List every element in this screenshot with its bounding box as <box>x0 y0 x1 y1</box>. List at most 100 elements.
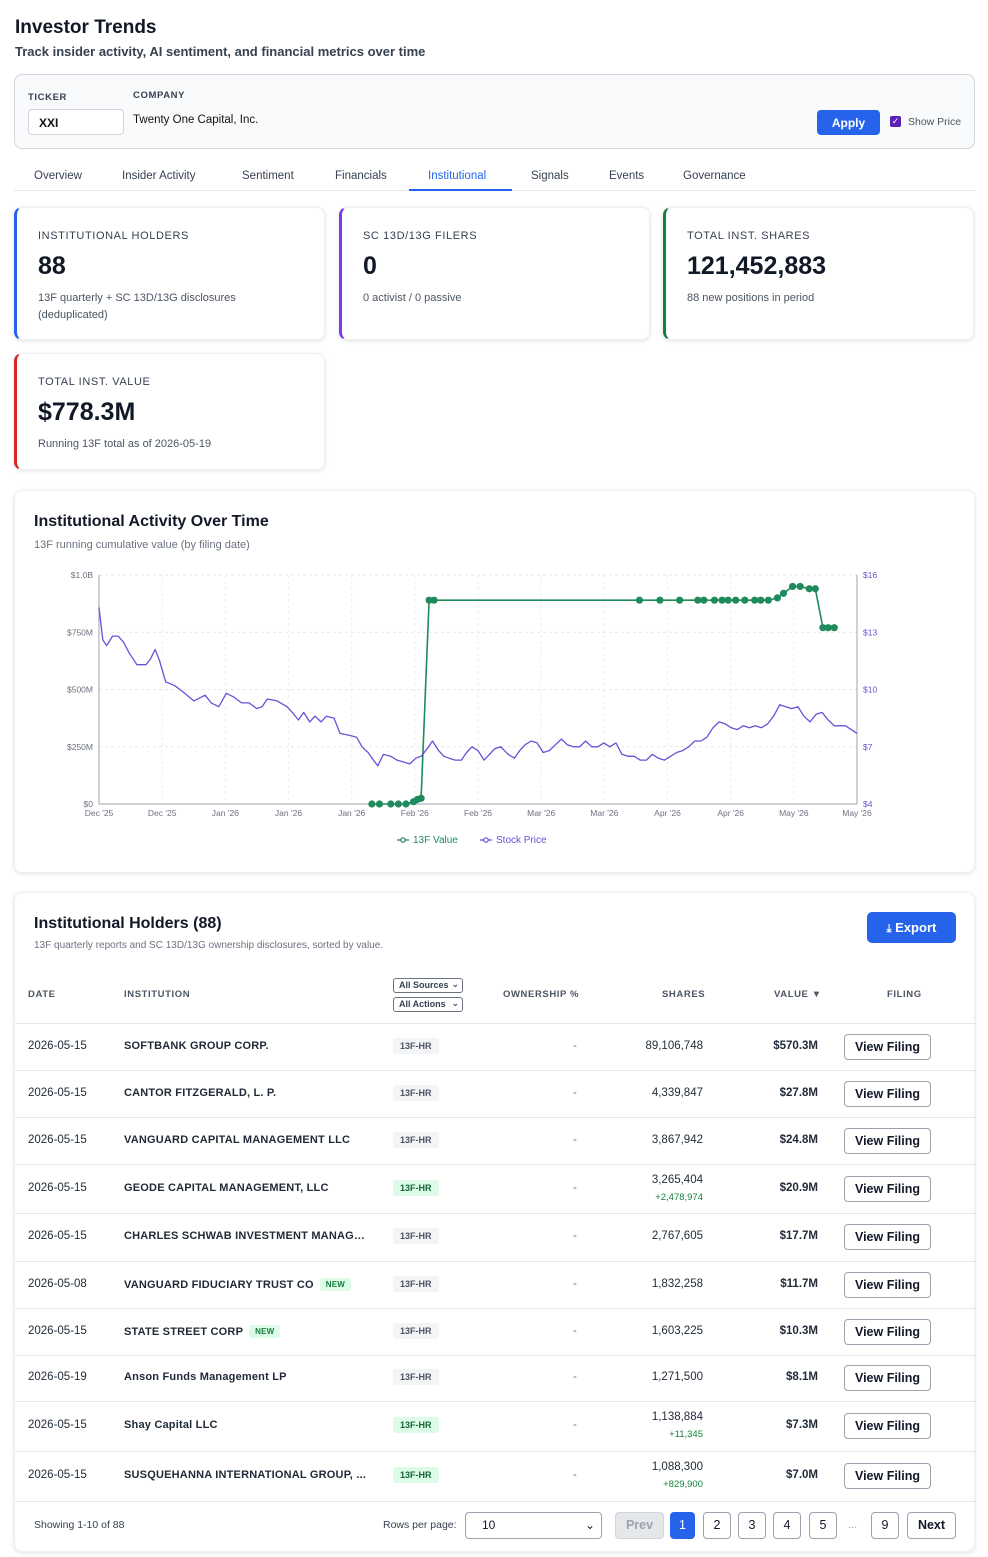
y-tick-label-left: $750M <box>67 627 93 637</box>
view-filing-button[interactable]: View Filing <box>844 1224 931 1250</box>
table-subtitle: 13F quarterly reports and SC 13D/13G own… <box>34 940 384 951</box>
row-ownership: - <box>573 1277 577 1290</box>
activity-chart: $0 $250M $500M $750M $1.0B $4 $7 $10 $13 $16 Dec '… <box>67 570 877 846</box>
page-button-1[interactable]: 1 <box>670 1512 695 1539</box>
form-type-badge: 13F-HR <box>393 1322 439 1339</box>
view-filing-button[interactable]: View Filing <box>844 1318 931 1345</box>
view-filing-button[interactable]: View Filing <box>844 1175 931 1202</box>
kpi-value: 88 <box>38 252 66 280</box>
tab-institutional[interactable]: Institutional <box>428 170 487 182</box>
data-point-13f-value <box>724 596 732 604</box>
legend-marker <box>400 837 406 843</box>
view-filing-button[interactable]: View Filing <box>844 1080 931 1107</box>
series-line-13f-value <box>371 585 835 805</box>
row-value: $8.1M <box>786 1371 818 1383</box>
row-ownership: - <box>573 1086 577 1099</box>
institution-name: CHARLES SCHWAB INVESTMENT MANAGE... <box>124 1230 369 1242</box>
view-filing-button[interactable]: View Filing <box>844 1365 931 1391</box>
y-tick-label-right: $16 <box>863 570 877 580</box>
ticker-input[interactable]: XXI <box>28 109 124 135</box>
row-divider <box>15 1117 976 1118</box>
data-point-13f-value <box>425 596 433 604</box>
x-tick-label: Mar '26 <box>527 808 555 818</box>
tab-bar: Overview Insider Activity Sentiment Fina… <box>14 164 975 191</box>
y-tick-label-left: $1.0B <box>71 570 94 580</box>
row-shares: 1,832,258 <box>651 1277 703 1290</box>
row-shares: 3,265,404 <box>651 1173 703 1186</box>
y-tick-label-left: $500M <box>67 685 93 695</box>
tab-governance[interactable]: Governance <box>683 170 746 182</box>
tab-overview[interactable]: Overview <box>34 170 82 182</box>
tab-insider-activity[interactable]: Insider Activity <box>122 170 196 182</box>
y-tick-label-left: $250M <box>67 742 93 752</box>
row-institution: Anson Funds Management LP <box>124 1371 287 1383</box>
view-filing-button[interactable]: View Filing <box>844 1127 931 1154</box>
row-institution: Shay Capital LLC <box>124 1419 218 1431</box>
active-tab-indicator <box>409 189 512 191</box>
x-tick-label: Jan '26 <box>275 808 302 818</box>
tab-sentiment[interactable]: Sentiment <box>242 170 294 182</box>
row-ownership: - <box>573 1230 577 1242</box>
form-type-badge: 13F-HR <box>393 1131 439 1148</box>
row-institution: VANGUARD FIDUCIARY TRUST CO NEW <box>124 1277 352 1291</box>
row-value: $11.7M <box>780 1277 818 1290</box>
row-date: 2026-05-15 <box>28 1039 87 1052</box>
row-ownership: - <box>573 1371 577 1383</box>
x-tick-label: May '26 <box>779 808 809 818</box>
y-tick-label-right: $4 <box>863 799 873 809</box>
source-filter-select[interactable]: All Sources ⌄ <box>393 978 463 993</box>
institution-name: STATE STREET CORP <box>124 1325 244 1338</box>
prev-button[interactable]: Prev <box>615 1512 664 1539</box>
data-point-13f-value <box>718 596 726 604</box>
institution-name: SOFTBANK GROUP CORP. <box>124 1039 269 1052</box>
export-label: Export <box>895 920 937 935</box>
form-type-badge: 13F-HR <box>393 1084 439 1101</box>
show-price-checkbox[interactable]: ✓ <box>890 116 901 127</box>
form-type-badge: 13F-HR <box>393 1369 439 1385</box>
page-button-9[interactable]: 9 <box>871 1512 899 1539</box>
view-filing-button[interactable]: View Filing <box>844 1033 931 1060</box>
tab-events[interactable]: Events <box>609 170 645 182</box>
page-button-5[interactable]: 5 <box>809 1512 837 1539</box>
showing-count: Showing 1-10 of 88 <box>34 1519 125 1531</box>
row-value: $570.3M <box>773 1039 818 1052</box>
kpi-label: SC 13D/13G FILERS <box>363 230 478 242</box>
row-date: 2026-05-15 <box>28 1133 87 1146</box>
data-point-13f-value <box>811 585 819 593</box>
action-filter-select[interactable]: All Actions ⌄ <box>393 997 463 1012</box>
legend-marker <box>483 837 489 843</box>
tab-signals[interactable]: Signals <box>531 170 569 182</box>
apply-button[interactable]: Apply <box>817 110 880 135</box>
page-title: Investor Trends <box>15 17 157 38</box>
data-point-13f-value <box>732 596 740 604</box>
rows-per-page-label: Rows per page: <box>383 1519 457 1531</box>
export-button[interactable]: ⤓ Export <box>867 912 956 943</box>
tab-financials[interactable]: Financials <box>335 170 387 182</box>
data-point-13f-value <box>741 596 749 604</box>
row-value: $10.3M <box>779 1324 818 1337</box>
y-tick-label-right: $7 <box>863 742 873 752</box>
institution-name: VANGUARD FIDUCIARY TRUST CO <box>124 1278 314 1291</box>
x-tick-label: Jan '26 <box>212 808 239 818</box>
kpi-label: INSTITUTIONAL HOLDERS <box>38 230 189 242</box>
view-filing-button[interactable]: View Filing <box>844 1463 931 1489</box>
show-price-label: Show Price <box>908 116 962 128</box>
rows-per-page-select[interactable]: 10 ⌄ <box>465 1512 602 1539</box>
row-date: 2026-05-15 <box>28 1419 87 1431</box>
page-button-2[interactable]: 2 <box>703 1512 731 1539</box>
page-button-4[interactable]: 4 <box>773 1512 801 1539</box>
row-shares-change: +829,900 <box>663 1479 703 1490</box>
row-divider <box>15 1164 976 1165</box>
col-header-value-sort[interactable]: VALUE ▼ <box>774 989 822 1000</box>
col-header-date: DATE <box>28 989 56 1000</box>
view-filing-button[interactable]: View Filing <box>844 1271 931 1298</box>
table-title: Institutional Holders (88) <box>34 915 222 932</box>
page-button-3[interactable]: 3 <box>738 1512 766 1539</box>
row-date: 2026-05-15 <box>28 1469 87 1481</box>
view-filing-button[interactable]: View Filing <box>844 1413 931 1439</box>
data-point-13f-value <box>402 800 410 808</box>
next-button[interactable]: Next <box>907 1512 956 1539</box>
row-shares: 89,106,748 <box>645 1039 703 1052</box>
row-value: $24.8M <box>779 1133 818 1146</box>
ticker-label: TICKER <box>28 92 67 103</box>
